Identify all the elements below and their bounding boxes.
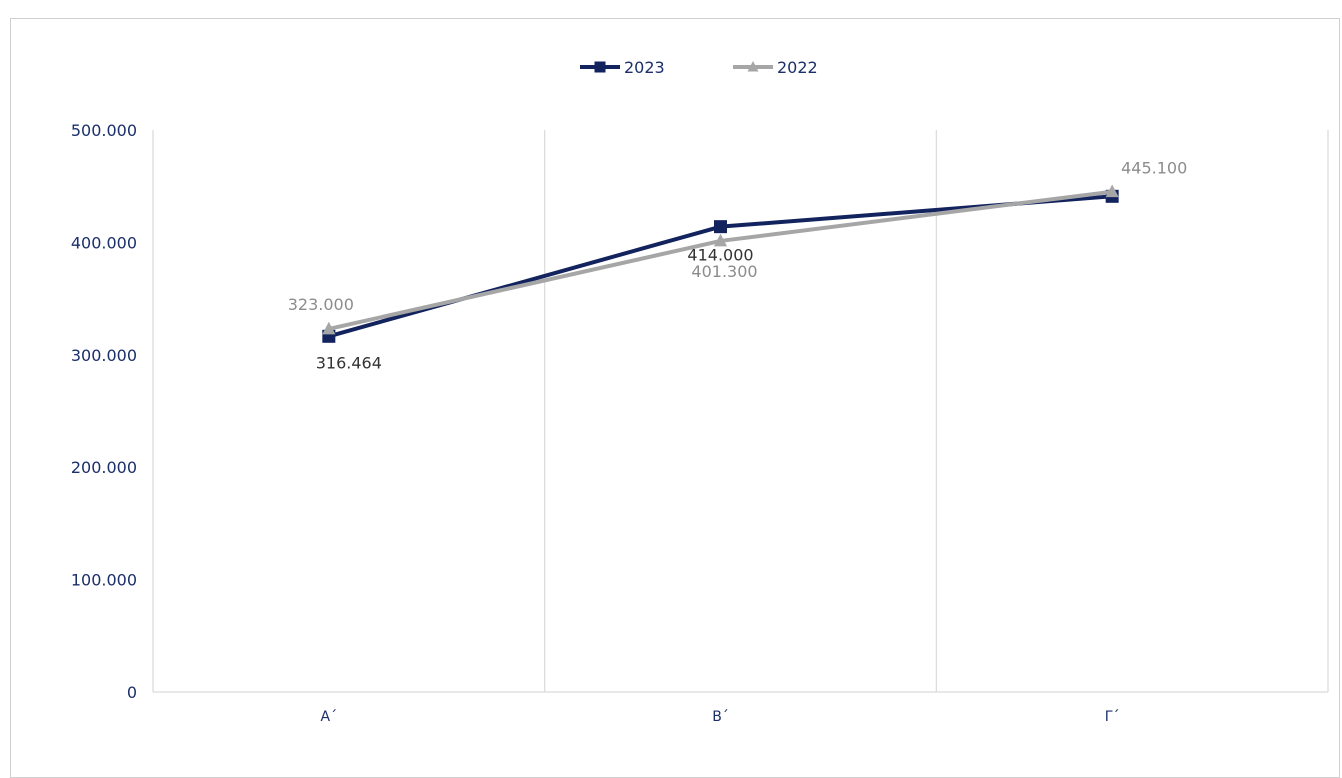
series-layer <box>322 184 1119 343</box>
data-label: 445.100 <box>1121 159 1187 178</box>
legend-item-2022: 2022 <box>733 58 818 77</box>
series-2022 <box>322 184 1119 335</box>
y-tick-label: 300.000 <box>71 346 137 365</box>
legend-label: 2023 <box>624 58 665 77</box>
square-marker <box>594 61 606 73</box>
grid-layer <box>152 130 1329 692</box>
data-label-layer: 316.464 414.000 323.000 401.300 445.100 <box>288 159 1188 373</box>
triangle-marker <box>713 233 728 247</box>
data-label: 401.300 <box>691 262 757 281</box>
y-tick-label: 500.000 <box>71 121 137 140</box>
data-label: 414.000 <box>687 246 753 265</box>
x-tick-label: Β΄ <box>712 709 729 725</box>
x-tick-label: Γ΄ <box>1105 709 1120 725</box>
legend: 2023 2022 <box>580 58 818 77</box>
x-tick-label: Α΄ <box>321 709 338 725</box>
legend-item-2023: 2023 <box>580 58 665 77</box>
y-tick-label: 100.000 <box>71 571 137 590</box>
legend-label: 2022 <box>777 58 818 77</box>
data-label: 323.000 <box>288 295 354 314</box>
triangle-marker <box>1105 184 1119 198</box>
triangle-marker <box>322 321 336 335</box>
y-tick-label: 200.000 <box>71 458 137 477</box>
data-label: 316.464 <box>316 353 382 372</box>
square-marker <box>714 220 727 234</box>
axis-layer: 0 100.000 200.000 300.000 400.000 500.000 Α΄ Β΄… <box>71 121 1328 725</box>
y-tick-label: 400.000 <box>71 233 137 252</box>
triangle-marker <box>747 61 759 72</box>
y-tick-label: 0 <box>127 683 137 702</box>
